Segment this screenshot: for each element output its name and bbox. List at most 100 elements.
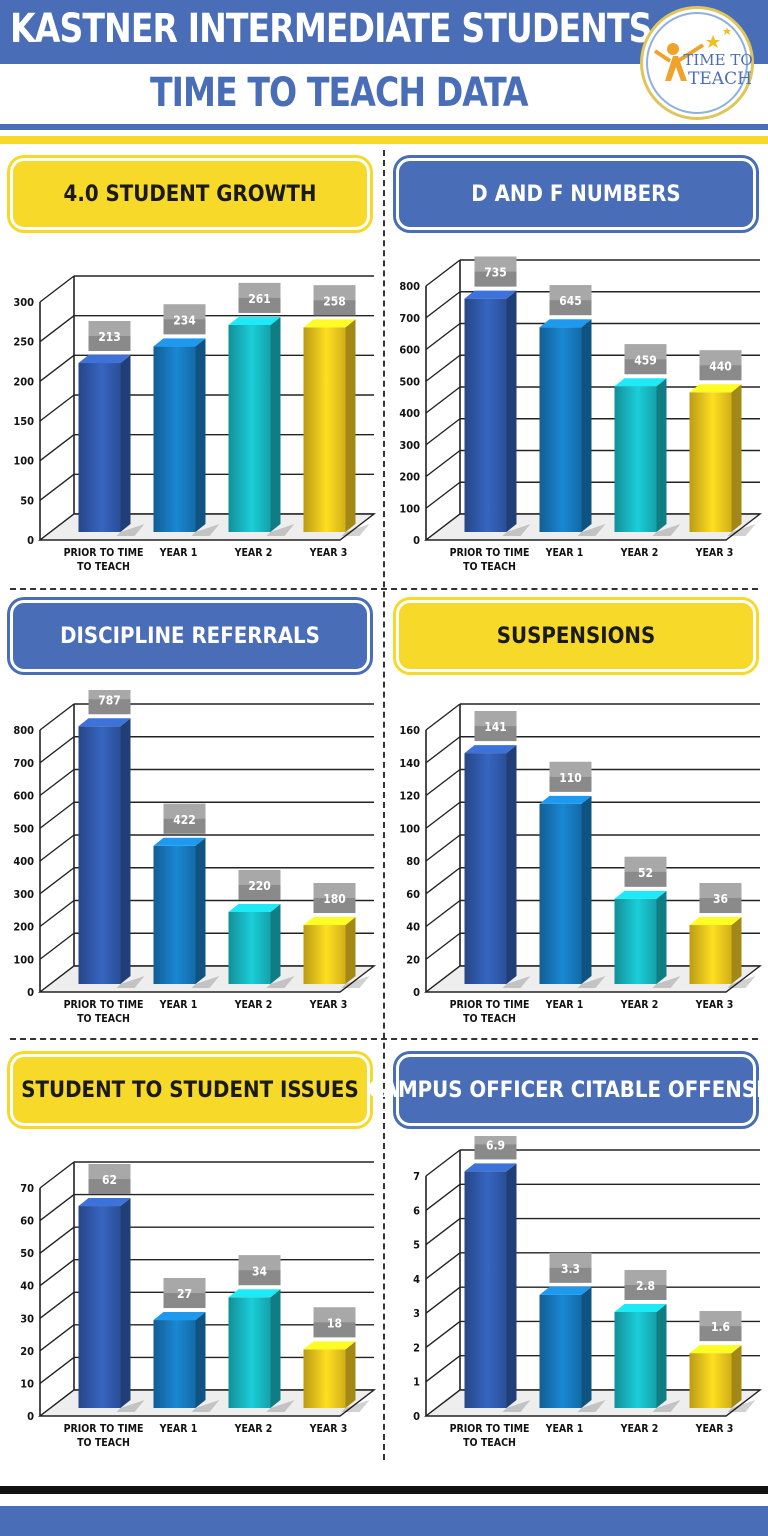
bar-shadow [191, 1400, 220, 1412]
y-tick-label: 200 [13, 375, 34, 388]
x-tick-label: YEAR 3 [309, 1423, 348, 1435]
bar [303, 1349, 346, 1408]
bar [153, 346, 196, 532]
y-tick-label: 2 [413, 1341, 420, 1354]
value-label: 52 [638, 866, 653, 880]
gridline [39, 354, 75, 382]
y-tick-label: 6 [413, 1204, 420, 1217]
y-tick-label: 100 [399, 822, 420, 835]
value-label: 110 [559, 771, 582, 785]
bar-side [656, 1304, 667, 1408]
bar-shadow [266, 1400, 295, 1412]
y-tick-label: 400 [13, 855, 34, 868]
y-tick-label: 3 [413, 1307, 420, 1320]
value-label-box-highlight [549, 761, 592, 777]
value-label: 234 [173, 313, 196, 327]
value-label: 220 [248, 879, 271, 893]
bar [78, 726, 121, 984]
value-label: 258 [323, 294, 346, 308]
x-tick-label: YEAR 3 [695, 547, 734, 559]
bar-shadow [727, 524, 756, 536]
x-tick-label: PRIOR TO TIME [64, 547, 144, 559]
gridline [425, 1218, 461, 1246]
bar-side [656, 890, 667, 984]
value-label: 6.9 [486, 1138, 505, 1152]
value-label: 180 [323, 892, 346, 906]
value-label-box-highlight [88, 690, 131, 700]
x-tick-label: YEAR 2 [234, 547, 273, 559]
y-tick-label: 20 [406, 953, 420, 966]
bar-top [689, 917, 742, 926]
bar-shadow [341, 524, 370, 536]
bar-side [345, 319, 356, 532]
gridline [425, 1252, 461, 1280]
bar [228, 911, 271, 984]
bar [464, 1171, 507, 1408]
header-rule-blue [0, 124, 768, 130]
gridline [39, 1226, 75, 1254]
y-tick-label: 400 [399, 407, 420, 420]
y-tick-label: 70 [20, 1182, 34, 1195]
y-tick-label: 10 [20, 1377, 34, 1390]
x-tick-label: TO TEACH [77, 1437, 130, 1449]
gridline [39, 867, 75, 895]
x-tick-label: YEAR 1 [159, 547, 198, 559]
y-tick-label: 60 [20, 1215, 34, 1228]
logo-line1: TIME TO [683, 51, 753, 69]
bar-top [303, 319, 356, 328]
bar [78, 1206, 121, 1408]
bar-side [195, 338, 206, 532]
gridline [39, 736, 75, 764]
bar-side [506, 745, 517, 984]
bar-top [303, 1341, 356, 1350]
value-label-box-highlight [624, 344, 667, 360]
x-tick-label: TO TEACH [77, 561, 130, 573]
value-label: 787 [98, 693, 121, 707]
gridline [425, 418, 461, 446]
bar-side [731, 917, 742, 984]
gridline [425, 1355, 461, 1383]
footer-band [0, 1506, 768, 1536]
y-tick-label: 150 [13, 415, 34, 428]
y-tick-label: 160 [399, 724, 420, 737]
gridline [39, 315, 75, 343]
bar [464, 298, 507, 532]
x-tick-label: YEAR 2 [620, 1423, 659, 1435]
x-tick-label: YEAR 3 [309, 547, 348, 559]
bar-top [78, 355, 131, 364]
x-tick-label: PRIOR TO TIME [450, 999, 530, 1011]
bar-side [506, 290, 517, 532]
y-tick-label: 120 [399, 790, 420, 803]
page-subtitle: TIME TO TEACH DATA [150, 70, 529, 116]
y-tick-label: 250 [13, 336, 34, 349]
value-label-box-highlight [163, 304, 206, 320]
value-label: 422 [173, 813, 196, 827]
y-tick-label: 0 [27, 986, 34, 999]
chart-d-and-f-numbers: 0 100 200 300 400 500 600 700 800 735 PRIOR TO TIM… [399, 256, 763, 573]
bar [153, 845, 196, 984]
bar-side [581, 1286, 592, 1408]
gridline [425, 354, 461, 382]
y-tick-label: 500 [399, 375, 420, 388]
bar-top [539, 1286, 592, 1295]
value-label-box-highlight [313, 1307, 356, 1323]
x-tick-label: YEAR 3 [695, 1423, 734, 1435]
bar-side [506, 1163, 517, 1408]
gridline [425, 1183, 461, 1211]
value-label-box-highlight [313, 285, 356, 301]
y-tick-label: 80 [406, 855, 420, 868]
bar-shadow [652, 1400, 681, 1412]
value-label-box-highlight [238, 869, 281, 885]
gridline [39, 394, 75, 422]
y-tick-label: 60 [406, 888, 420, 901]
bar-shadow [652, 524, 681, 536]
y-tick-label: 300 [399, 439, 420, 452]
bar-side [731, 384, 742, 532]
y-tick-label: 200 [399, 471, 420, 484]
x-tick-label: YEAR 2 [620, 547, 659, 559]
bar-shadow [502, 524, 531, 536]
gridline [425, 768, 461, 797]
value-label: 34 [252, 1264, 268, 1278]
bar-shadow [116, 524, 145, 536]
bar [78, 363, 121, 532]
